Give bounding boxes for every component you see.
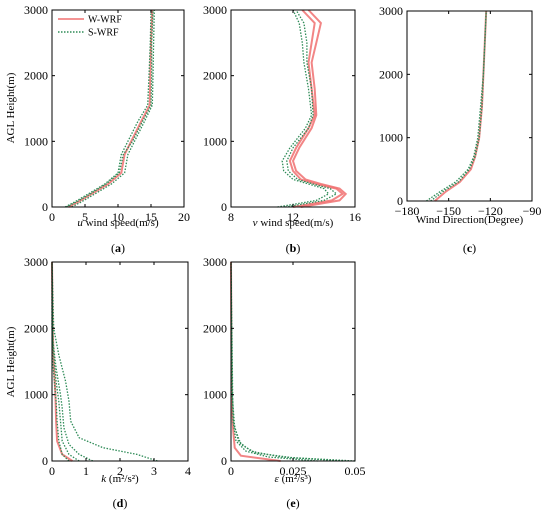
- subplot-e: 0 0.025 0.05 0 1000 2000 3000 ε (m²/s³) (e): [203, 255, 366, 510]
- x-tick-label: 20: [178, 210, 190, 224]
- y-tick-label: 0: [397, 194, 403, 208]
- y-tick-label: 3000: [379, 4, 403, 18]
- series-line-s-wrf-1: [430, 10, 487, 202]
- x-tick-label: −90: [523, 204, 542, 218]
- y-tick-label: 2000: [24, 321, 48, 335]
- series-line-s-wrf-3: [66, 9, 154, 208]
- x-tick-label: 2: [117, 464, 123, 478]
- x-tick-label: 5: [82, 210, 88, 224]
- series-line-w-wrf-0: [230, 261, 281, 462]
- series-line-w-wrf-0: [288, 9, 345, 208]
- series-line-s-wrf-2: [426, 10, 487, 202]
- x-tick-label: 0: [49, 210, 55, 224]
- series-line-s-wrf-3: [51, 262, 80, 462]
- series-line-w-wrf-0: [434, 10, 488, 202]
- subplot-d: 0 1 2 3 4 0 1000 2000 3000 k (m²/s²) (d): [24, 255, 191, 510]
- x-tick-label: 4: [185, 464, 191, 478]
- y-axis-label-bottom: AGL Height(m): [5, 326, 17, 397]
- legend-label-s-wrf: S-WRF: [88, 28, 119, 39]
- panel-label: (d): [113, 496, 128, 510]
- series-line-s-wrf-2: [51, 261, 94, 462]
- axes-frame: [51, 261, 189, 462]
- y-tick-label: 2000: [203, 69, 227, 83]
- series-line-s-wrf-1: [51, 261, 158, 462]
- panel-label: (c): [463, 241, 476, 255]
- axes-frame: [230, 9, 356, 208]
- y-tick-label: 0: [42, 200, 48, 214]
- x-tick-label: 12: [287, 210, 299, 224]
- series-line-s-wrf-1: [230, 261, 356, 462]
- subplot-a: 0 5 10 15 20 0 1000 2000 3000 u wind speed(m/s) (a…: [24, 3, 190, 255]
- y-tick-label: 2000: [379, 67, 403, 81]
- series-line-w-wrf-1: [291, 9, 348, 208]
- y-tick-label: 1000: [203, 134, 227, 148]
- y-tick-label: 0: [42, 454, 48, 468]
- y-tick-label: 2000: [24, 69, 48, 83]
- axes-frame: [406, 10, 533, 202]
- series-line-w-wrf-0: [51, 261, 73, 462]
- y-tick-label: 3000: [203, 255, 227, 269]
- x-tick-label: −180: [395, 204, 420, 218]
- x-axis-label: v wind speed(m/s): [253, 217, 334, 229]
- panel-label: (b): [286, 241, 301, 255]
- x-tick-label: −120: [478, 204, 503, 218]
- axes-frame: [230, 261, 356, 462]
- series-line-s-wrf-2: [277, 9, 330, 208]
- series-line-s-wrf-2: [230, 261, 343, 462]
- panel-label: (a): [111, 241, 125, 255]
- series-line-s-wrf-2: [71, 9, 155, 208]
- x-axis-label: Wind Direction(Degree): [416, 214, 524, 226]
- x-axis-label: u wind speed(m/s): [77, 217, 159, 229]
- x-tick-label: 16: [349, 210, 361, 224]
- y-tick-label: 3000: [203, 3, 227, 17]
- x-tick-label: 3: [151, 464, 157, 478]
- y-tick-label: 0: [221, 200, 227, 214]
- x-tick-label: −150: [436, 204, 461, 218]
- series-line-w-wrf-0: [68, 9, 154, 208]
- subplot-b: 8 12 16 0 1000 2000 3000 v wind speed(m/s) (b): [203, 3, 361, 255]
- x-tick-label: 0: [228, 464, 234, 478]
- y-tick-label: 3000: [24, 3, 48, 17]
- y-axis-label-top: AGL Height(m): [5, 72, 17, 143]
- series-line-s-wrf-1: [64, 9, 152, 208]
- y-tick-label: 1000: [203, 388, 227, 402]
- series-line-s-wrf-3: [230, 261, 318, 462]
- x-tick-label: 15: [145, 210, 157, 224]
- y-tick-label: 1000: [24, 388, 48, 402]
- x-axis-label: ε (m²/s³): [275, 473, 312, 485]
- series-line-s-wrf-3: [285, 9, 338, 208]
- axes-frame: [51, 9, 185, 208]
- x-tick-label: 0.05: [345, 464, 366, 478]
- legend-label-w-wrf: W-WRF: [88, 15, 122, 26]
- legend: W-WRF S-WRF: [58, 15, 122, 39]
- y-tick-label: 1000: [379, 131, 403, 145]
- y-tick-label: 1000: [24, 134, 48, 148]
- subplot-c: −180 −150 −120 −90 0 1000 2000 3000 Wind Directi…: [379, 4, 541, 255]
- y-tick-label: 3000: [24, 255, 48, 269]
- x-tick-label: 0.025: [280, 464, 307, 478]
- x-tick-label: 1: [83, 464, 89, 478]
- y-tick-label: 0: [221, 454, 227, 468]
- series-line-s-wrf-4: [51, 261, 70, 462]
- x-axis-label: k (m²/s²): [101, 473, 139, 485]
- x-tick-label: 8: [228, 210, 234, 224]
- panel-label: (e): [286, 496, 299, 510]
- y-tick-label: 2000: [203, 321, 227, 335]
- x-tick-label: 10: [112, 210, 124, 224]
- x-tick-label: 0: [49, 464, 55, 478]
